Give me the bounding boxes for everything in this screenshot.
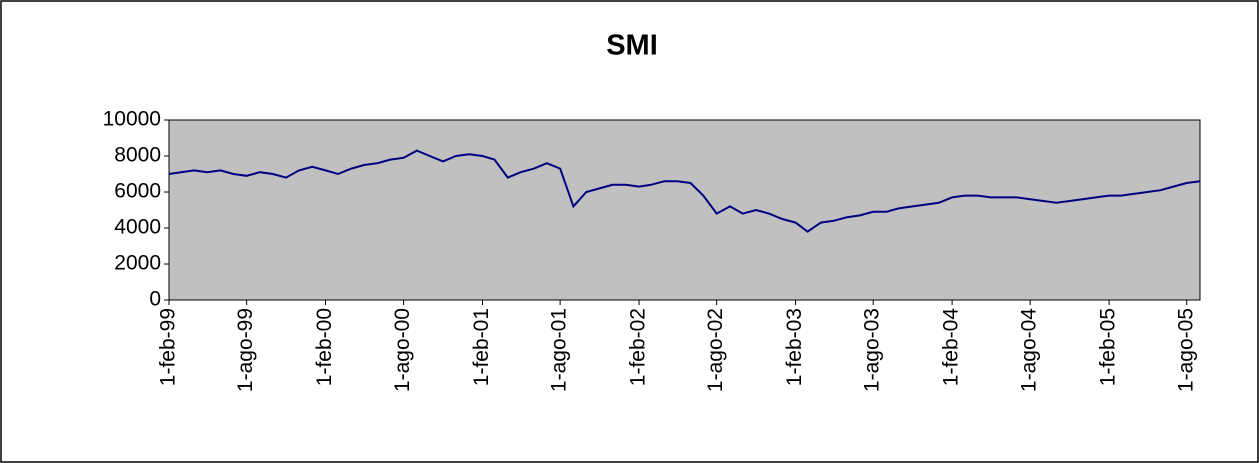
- x-tick-label: 1-ago-00: [391, 308, 414, 392]
- y-tick-label: 8000: [114, 144, 161, 167]
- x-tick-label: 1-ago-01: [548, 308, 571, 392]
- x-tick-label: 1-feb-99: [157, 308, 180, 386]
- x-tick-label: 1-ago-04: [1018, 308, 1041, 392]
- x-tick-label: 1-feb-00: [313, 308, 336, 386]
- x-tick-label: 1-feb-04: [940, 308, 963, 387]
- chart-title: SMI: [606, 30, 658, 62]
- x-tick-label: 1-ago-03: [861, 308, 884, 392]
- y-tick-label: 0: [149, 288, 161, 311]
- x-tick-label: 1-ago-99: [234, 308, 257, 392]
- y-tick-label: 2000: [114, 252, 161, 275]
- y-tick-label: 4000: [114, 216, 161, 239]
- x-tick-label: 1-feb-02: [627, 308, 650, 386]
- x-tick-label: 1-ago-05: [1174, 308, 1197, 392]
- y-tick-label: 6000: [114, 180, 161, 203]
- plot-area: [168, 119, 1201, 301]
- x-tick-label: 1-ago-02: [704, 308, 727, 392]
- y-tick-label: 10000: [103, 108, 161, 131]
- x-tick-label: 1-feb-01: [470, 308, 493, 386]
- x-tick-label: 1-feb-05: [1097, 308, 1120, 386]
- x-tick-label: 1-feb-03: [783, 308, 806, 386]
- line-series: [168, 149, 1201, 233]
